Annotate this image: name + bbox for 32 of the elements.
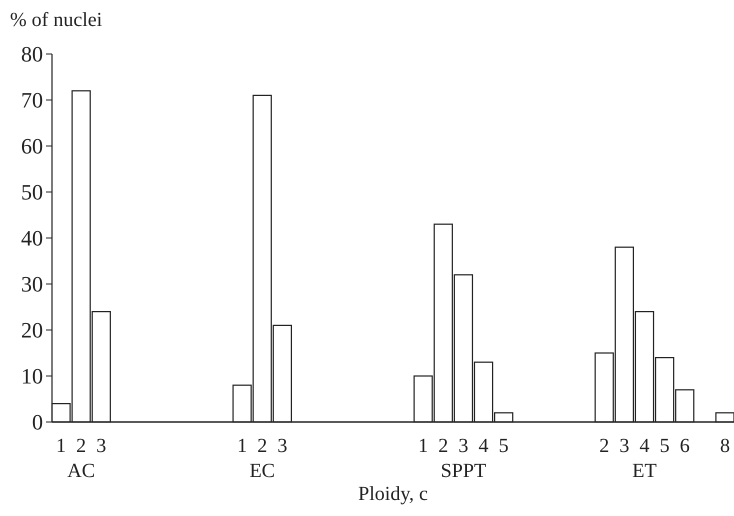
x-tick-label: 3 (619, 435, 630, 457)
x-tick-label: 6 (680, 435, 690, 457)
y-tick-label: 0 (32, 410, 43, 435)
text: SPPT (440, 460, 486, 482)
x-tick-label: 1 (418, 435, 428, 457)
x-tick-label: 1 (56, 435, 66, 457)
x-tick-label: 3 (277, 435, 288, 457)
x-tick-label: 4 (478, 435, 489, 457)
x-tick-label: 5 (660, 435, 670, 457)
x-tick-label: 2 (599, 435, 610, 457)
y-tick-label: 30 (21, 272, 43, 297)
x-tick-label: 4 (639, 435, 650, 457)
x-tick-label: 2 (76, 435, 86, 457)
y-tick-label: 40 (21, 226, 43, 251)
text: EC (249, 460, 276, 482)
y-tick-label: 20 (21, 318, 43, 343)
text: AC (67, 460, 96, 482)
y-tick-label: 80 (21, 42, 43, 67)
x-axis-title: Ploidy, c (358, 483, 428, 505)
x-tick-label: 8 (720, 435, 730, 457)
y-tick-label: 70 (21, 88, 43, 113)
x-tick-label: 3 (96, 435, 106, 457)
text: ET (632, 460, 657, 482)
y-axis-title: % of nuclei (10, 9, 103, 31)
x-tick-label: 2 (257, 435, 268, 457)
x-tick-label: 5 (498, 435, 509, 457)
y-tick-label: 10 (21, 364, 43, 389)
x-tick-label: 1 (237, 435, 248, 457)
y-tick-label: 50 (21, 180, 43, 205)
x-tick-label: 3 (458, 435, 468, 457)
y-tick-label: 60 (21, 134, 43, 159)
x-tick-label: 2 (438, 435, 448, 457)
